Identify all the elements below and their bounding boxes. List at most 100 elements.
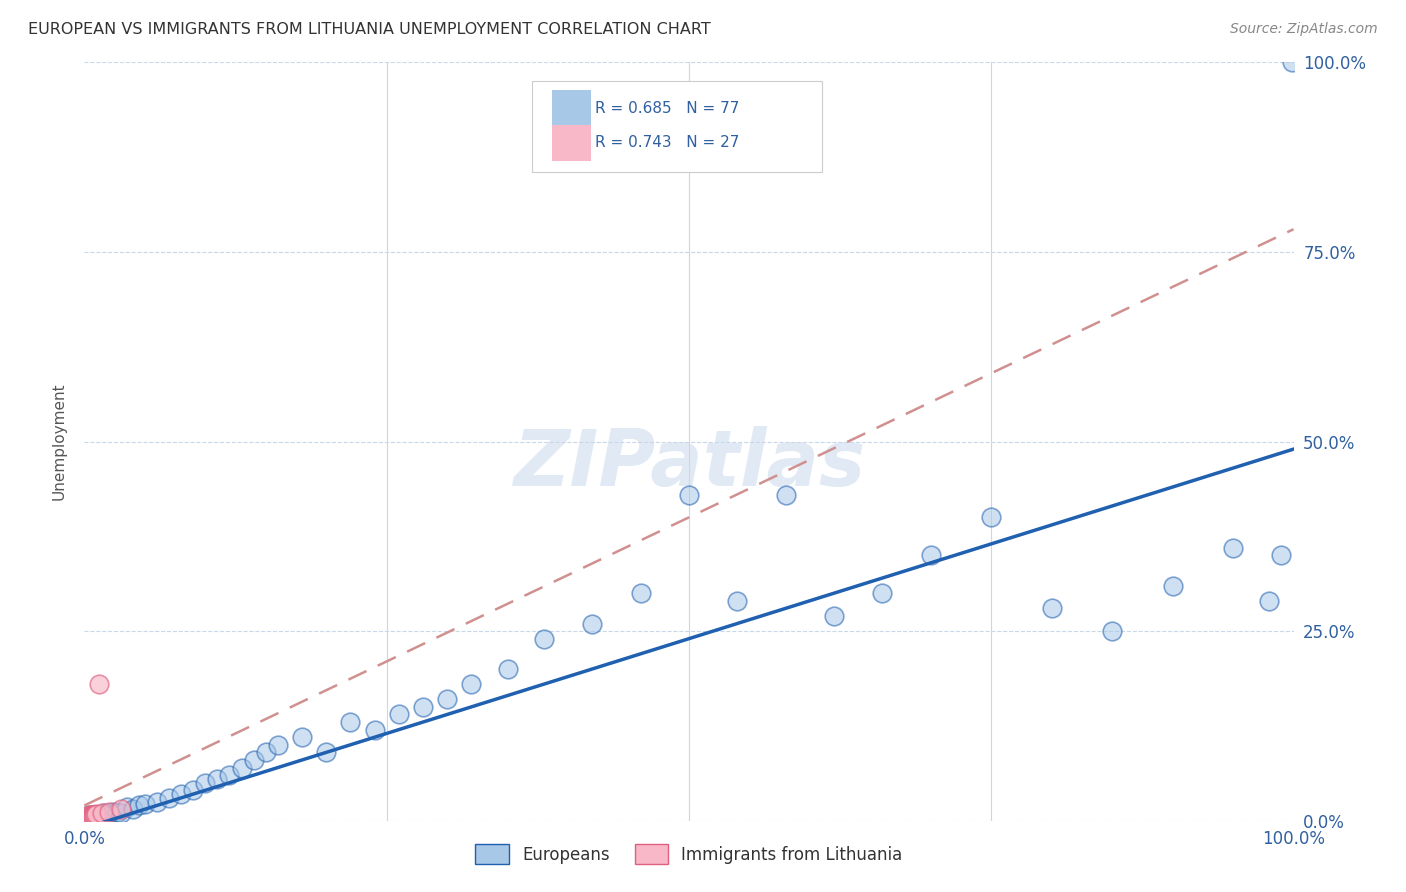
Point bbox=[77, 808, 100, 822]
Point bbox=[460, 677, 482, 691]
Point bbox=[93, 806, 115, 821]
FancyBboxPatch shape bbox=[553, 90, 591, 127]
Point bbox=[134, 797, 156, 811]
Point bbox=[412, 699, 434, 714]
Point bbox=[242, 753, 264, 767]
Point bbox=[82, 807, 104, 822]
Point bbox=[436, 692, 458, 706]
Point bbox=[80, 808, 103, 822]
Point bbox=[254, 746, 277, 760]
Point bbox=[86, 806, 108, 821]
Point bbox=[86, 809, 108, 823]
Point bbox=[194, 776, 217, 790]
Point bbox=[82, 807, 104, 822]
Point bbox=[87, 808, 110, 822]
Point bbox=[115, 800, 138, 814]
Point bbox=[77, 811, 100, 825]
Point bbox=[86, 810, 108, 824]
Point bbox=[823, 608, 845, 623]
Point bbox=[110, 802, 132, 816]
Point bbox=[79, 811, 101, 825]
Point bbox=[94, 807, 117, 822]
Point bbox=[76, 810, 98, 824]
Point bbox=[76, 811, 98, 825]
Point bbox=[581, 616, 603, 631]
Point bbox=[496, 662, 519, 676]
Point bbox=[80, 811, 103, 825]
FancyBboxPatch shape bbox=[531, 81, 823, 172]
Point bbox=[339, 715, 361, 730]
Point bbox=[97, 805, 120, 819]
Point bbox=[872, 586, 894, 600]
Point bbox=[1281, 55, 1303, 70]
Legend: Europeans, Immigrants from Lithuania: Europeans, Immigrants from Lithuania bbox=[471, 838, 907, 869]
Point bbox=[218, 768, 240, 782]
Point bbox=[181, 783, 204, 797]
Text: Source: ZipAtlas.com: Source: ZipAtlas.com bbox=[1230, 22, 1378, 37]
Point bbox=[146, 795, 169, 809]
Point bbox=[1270, 548, 1292, 563]
Point bbox=[77, 811, 100, 825]
Point bbox=[90, 809, 112, 823]
Point bbox=[725, 594, 748, 608]
Point bbox=[84, 807, 107, 822]
Point bbox=[86, 807, 108, 822]
Point bbox=[103, 805, 125, 819]
Point bbox=[75, 811, 97, 825]
Point bbox=[87, 677, 110, 691]
Point bbox=[76, 809, 98, 823]
Point bbox=[107, 805, 129, 819]
Point bbox=[100, 807, 122, 822]
Point bbox=[75, 812, 97, 826]
Point bbox=[980, 510, 1002, 524]
Point bbox=[76, 811, 98, 825]
Point bbox=[104, 806, 127, 821]
Point bbox=[77, 810, 100, 824]
Point bbox=[83, 808, 105, 822]
FancyBboxPatch shape bbox=[553, 125, 591, 161]
Point bbox=[1040, 601, 1063, 615]
Text: R = 0.743   N = 27: R = 0.743 N = 27 bbox=[595, 136, 740, 151]
Point bbox=[1101, 624, 1123, 639]
Y-axis label: Unemployment: Unemployment bbox=[51, 383, 66, 500]
Point bbox=[121, 802, 143, 816]
Text: ZIPatlas: ZIPatlas bbox=[513, 426, 865, 502]
Point bbox=[77, 811, 100, 825]
Point bbox=[82, 808, 104, 822]
Point bbox=[1222, 541, 1244, 555]
Point bbox=[77, 810, 100, 824]
Point bbox=[79, 809, 101, 823]
Point bbox=[80, 810, 103, 824]
Point bbox=[79, 811, 101, 825]
Point bbox=[82, 809, 104, 823]
Point bbox=[77, 809, 100, 823]
Point bbox=[89, 807, 111, 822]
Point bbox=[1258, 594, 1281, 608]
Point bbox=[80, 809, 103, 823]
Point bbox=[96, 809, 118, 823]
Point bbox=[87, 811, 110, 825]
Point bbox=[157, 791, 180, 805]
Point bbox=[110, 806, 132, 821]
Point bbox=[84, 808, 107, 822]
Text: R = 0.685   N = 77: R = 0.685 N = 77 bbox=[595, 101, 740, 116]
Point bbox=[77, 811, 100, 825]
Point bbox=[267, 738, 290, 752]
Point bbox=[231, 760, 253, 774]
Point bbox=[77, 811, 100, 825]
Point bbox=[83, 811, 105, 825]
Point bbox=[170, 787, 193, 801]
Point bbox=[1161, 579, 1184, 593]
Point bbox=[363, 723, 385, 737]
Point bbox=[94, 808, 117, 822]
Point bbox=[920, 548, 942, 563]
Point bbox=[84, 811, 107, 825]
Point bbox=[82, 810, 104, 824]
Point bbox=[76, 810, 98, 824]
Point bbox=[77, 811, 100, 825]
Point bbox=[678, 487, 700, 501]
Point bbox=[83, 809, 105, 823]
Point bbox=[91, 810, 114, 824]
Point bbox=[91, 806, 114, 821]
Point bbox=[79, 810, 101, 824]
